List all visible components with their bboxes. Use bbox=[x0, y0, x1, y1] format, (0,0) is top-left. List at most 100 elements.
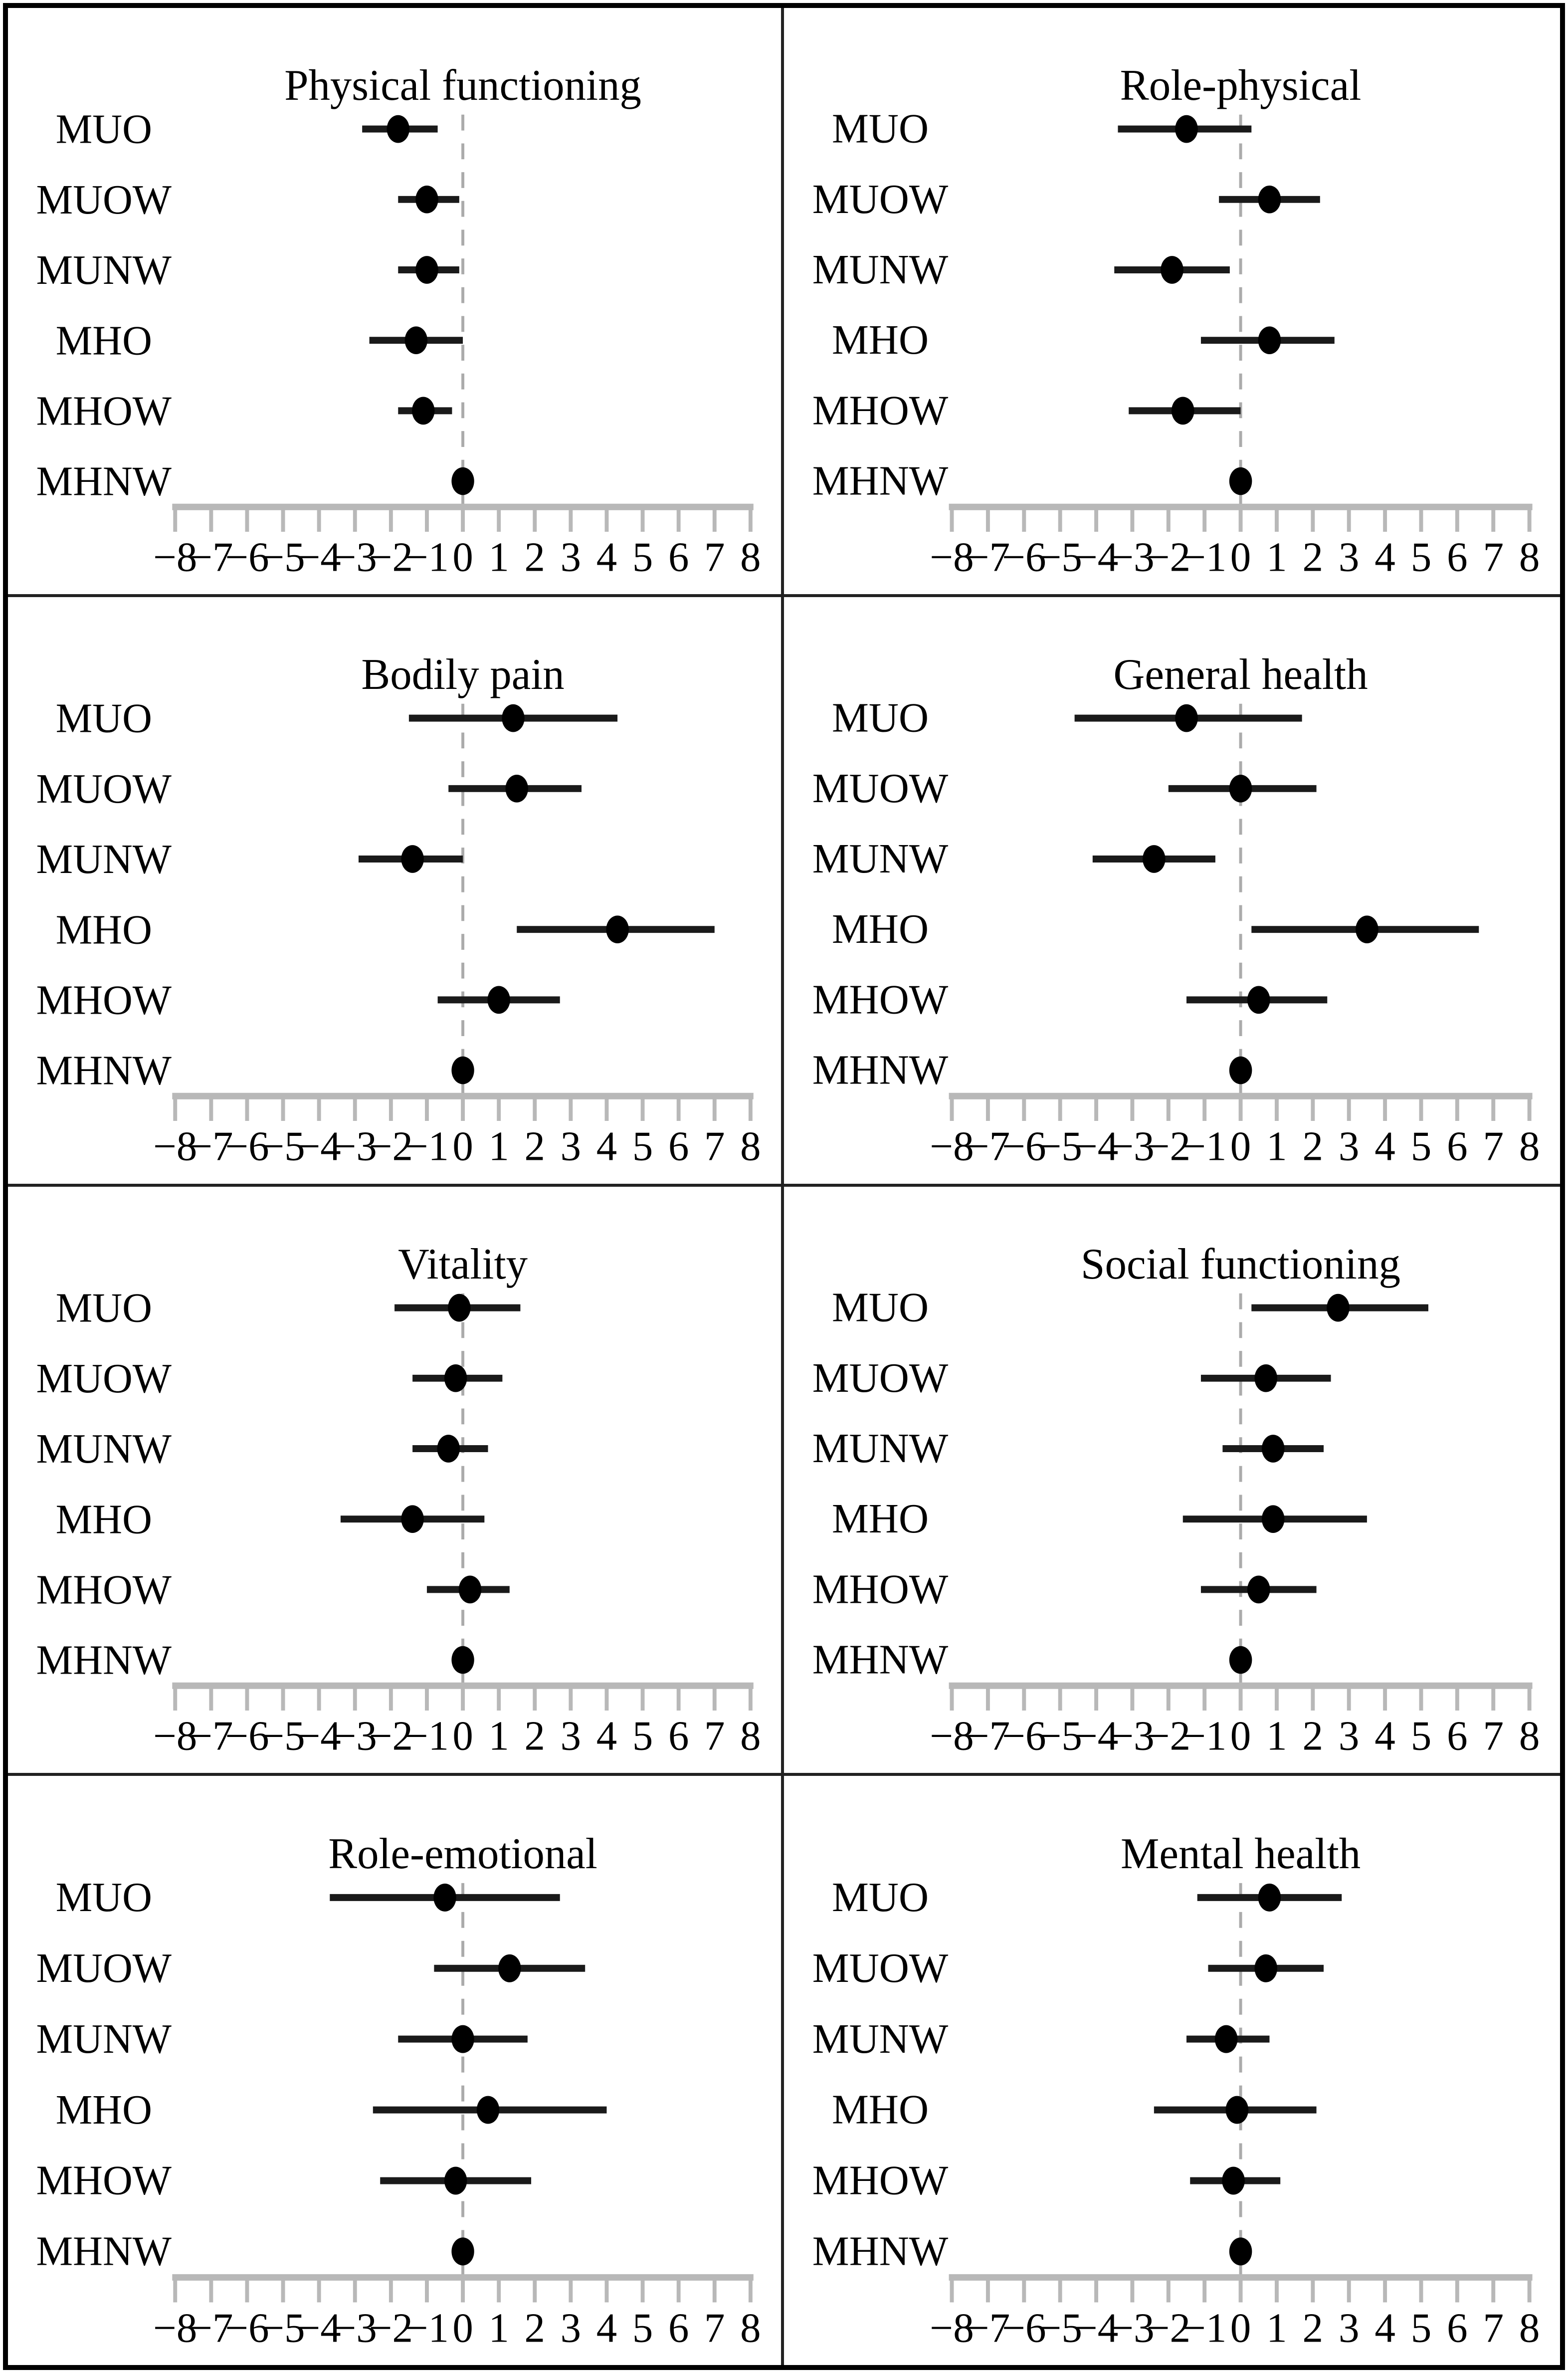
category-label: MUOW bbox=[36, 1355, 172, 1401]
x-axis-tick-label: 7 bbox=[1483, 2305, 1504, 2351]
figure-frame: Physical functioning −8 −7 −6 −5 −4 −3 −2 −1 0 1 2 3… bbox=[3, 3, 1565, 2370]
x-axis-tick-label: −2 bbox=[1147, 2305, 1190, 2351]
category-label: MUO bbox=[832, 695, 929, 741]
x-axis-tick-label: −2 bbox=[369, 534, 413, 580]
x-axis-tick-label: 6 bbox=[1447, 2305, 1468, 2351]
point-estimate-dot bbox=[451, 2025, 474, 2053]
category-label: MHNW bbox=[36, 2228, 172, 2275]
x-axis-tick-label: −3 bbox=[1110, 1713, 1154, 1759]
x-axis-tick-label: −6 bbox=[225, 1713, 269, 1758]
point-estimate-dot bbox=[1229, 775, 1252, 803]
point-estimate-dot bbox=[1254, 1364, 1278, 1392]
panel-social-functioning: Social functioning −8 −7 −6 −5 −4 −3 −2 −1 0 1 2 3 4 5… bbox=[784, 1186, 1560, 1776]
category-label: MUO bbox=[56, 1285, 152, 1330]
x-axis-tick-label: 0 bbox=[1230, 534, 1251, 580]
x-axis-tick-label: −3 bbox=[333, 1713, 377, 1758]
x-axis-tick-label: −8 bbox=[153, 2305, 197, 2352]
point-estimate-dot bbox=[404, 326, 428, 355]
x-axis-tick-label: 1 bbox=[488, 1713, 509, 1758]
panel-title: Mental health bbox=[1121, 1829, 1361, 1877]
x-axis-tick-label: 1 bbox=[1266, 2305, 1287, 2351]
panel-title: Social functioning bbox=[1081, 1239, 1400, 1288]
point-estimate-dot bbox=[1222, 2166, 1245, 2195]
category-label: MHOW bbox=[36, 1566, 172, 1612]
x-axis-tick-label: 5 bbox=[632, 1713, 653, 1758]
x-axis-tick-label: 2 bbox=[1303, 534, 1324, 580]
point-estimate-dot bbox=[1327, 1294, 1350, 1321]
x-axis-tick-label: 8 bbox=[740, 534, 761, 580]
category-label: MHOW bbox=[812, 1566, 949, 1612]
point-estimate-dot bbox=[502, 704, 525, 732]
category-label: MUNW bbox=[812, 2016, 949, 2062]
point-estimate-dot bbox=[458, 1575, 482, 1603]
x-axis-tick-label: 4 bbox=[1374, 2305, 1395, 2351]
x-axis-tick-label: 2 bbox=[525, 2305, 545, 2352]
category-label: MHO bbox=[832, 2087, 929, 2133]
x-axis-tick-label: −2 bbox=[369, 2305, 413, 2352]
x-axis-tick-label: 2 bbox=[525, 1123, 545, 1169]
x-axis-tick-label: 7 bbox=[1483, 534, 1504, 580]
category-label: MUOW bbox=[812, 1355, 949, 1401]
x-axis-tick-label: −8 bbox=[930, 2305, 974, 2351]
panel-mental-health: Mental health −8 −7 −6 −5 −4 −3 −2 −1 0 1 2 3 4 5 6 7 8 MU… bbox=[784, 1775, 1560, 2365]
point-estimate-dot bbox=[1225, 2096, 1249, 2124]
x-axis-tick-label: −7 bbox=[966, 1713, 1010, 1759]
x-axis-tick-label: 6 bbox=[1447, 534, 1468, 580]
x-axis-tick-label: −5 bbox=[261, 534, 305, 580]
x-axis-tick-label: −3 bbox=[1110, 1124, 1154, 1170]
category-label: MHOW bbox=[812, 388, 949, 433]
forest-plot-svg: Role-emotional −8−7−6−5−4−3−2−1 0 1 2 3 4 5 6 7 8 M… bbox=[36, 1829, 761, 2352]
x-axis-tick-label: −5 bbox=[261, 2305, 305, 2352]
x-axis-tick-label: −7 bbox=[189, 1713, 233, 1758]
panel-bodily-pain: Bodily pain −8 −7 −6 −5 −4 −3 −2 −1 0 1 2 3 4 5 6 7 8 MUO M… bbox=[8, 597, 784, 1187]
point-estimate-dot bbox=[401, 845, 424, 873]
category-label: MUO bbox=[56, 1874, 152, 1921]
point-estimate-dot bbox=[444, 1364, 467, 1392]
category-label: MHO bbox=[56, 1496, 152, 1541]
x-axis-tick-label: 1 bbox=[488, 1123, 509, 1169]
point-estimate-dot bbox=[415, 185, 438, 214]
category-label: MHNW bbox=[812, 1048, 949, 1093]
panel-grid: Physical functioning −8 −7 −6 −5 −4 −3 −2 −1 0 1 2 3… bbox=[8, 8, 1560, 2365]
x-axis-tick-label: 8 bbox=[740, 2305, 761, 2352]
point-estimate-dot bbox=[1161, 256, 1183, 284]
x-axis-tick-label: −6 bbox=[1002, 1124, 1046, 1170]
x-axis-tick-label: 3 bbox=[1339, 534, 1360, 580]
x-axis-tick-label: −2 bbox=[369, 1713, 413, 1758]
category-label: MHNW bbox=[812, 1637, 949, 1683]
panel-title: General health bbox=[1113, 650, 1368, 698]
point-estimate-dot bbox=[1175, 115, 1198, 143]
x-axis-tick-label: −5 bbox=[261, 1123, 305, 1169]
x-axis-tick-label: −4 bbox=[1074, 534, 1118, 580]
category-label: MUNW bbox=[36, 247, 172, 293]
x-axis-tick-label: −4 bbox=[297, 534, 341, 580]
x-axis-tick-label: −8 bbox=[153, 1123, 197, 1169]
point-estimate-dot bbox=[1229, 1056, 1252, 1084]
panel-role-emotional: Role-emotional −8 −7 −6 −5 −4 −3 −2 −1 0 1 2 3 4 5 6 7 8 M… bbox=[8, 1775, 784, 2365]
x-axis-tick-label: 1 bbox=[1266, 1713, 1287, 1759]
category-label: MUNW bbox=[36, 836, 172, 882]
point-estimate-dot bbox=[1214, 2025, 1238, 2053]
category-label: MUOW bbox=[812, 177, 949, 222]
point-estimate-dot bbox=[451, 1056, 474, 1084]
category-label: MHNW bbox=[812, 2228, 949, 2274]
point-estimate-dot bbox=[1261, 1505, 1285, 1533]
x-axis-tick-label: 2 bbox=[1303, 2305, 1324, 2351]
category-label: MHO bbox=[832, 1496, 929, 1542]
x-axis-tick-label: −3 bbox=[1110, 2305, 1154, 2351]
x-axis-tick-label: 6 bbox=[668, 1713, 689, 1758]
x-axis-tick-label: 8 bbox=[1519, 534, 1540, 580]
x-axis-tick-label: −1 bbox=[405, 534, 449, 580]
x-axis-tick-label: 8 bbox=[740, 1713, 761, 1758]
panel-physical-functioning: Physical functioning −8 −7 −6 −5 −4 −3 −2 −1 0 1 2 3… bbox=[8, 8, 784, 598]
category-label: MUOW bbox=[36, 766, 172, 812]
category-label: MHOW bbox=[36, 388, 172, 433]
point-estimate-dot bbox=[1229, 2237, 1252, 2266]
point-estimate-dot bbox=[498, 1954, 521, 1982]
x-axis-tick-label: −2 bbox=[1147, 1713, 1190, 1759]
x-axis-tick-label: 1 bbox=[1266, 1124, 1287, 1170]
x-axis-tick-label: −4 bbox=[1074, 1124, 1118, 1170]
x-axis-tick-label: 1 bbox=[488, 2305, 509, 2352]
x-axis-tick-label: 0 bbox=[452, 1713, 473, 1758]
point-estimate-dot bbox=[451, 2237, 474, 2266]
